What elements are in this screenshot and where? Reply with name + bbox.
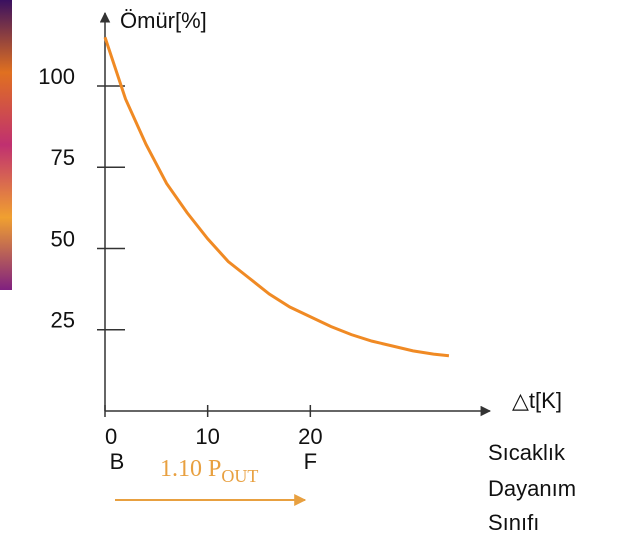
class-label: B [110, 449, 125, 474]
y-tick-label: 100 [38, 64, 75, 89]
x-tick-label: 20 [298, 424, 322, 449]
x-tick-label: 10 [195, 424, 219, 449]
class-title: Dayanım [488, 476, 576, 501]
annotation-text: 1.10 P [160, 456, 221, 482]
class-label: F [304, 449, 317, 474]
y-tick-label: 75 [51, 145, 75, 170]
x-tick-label: 0 [105, 424, 117, 449]
data-line [103, 36, 450, 358]
annotation: 1.10 POUT [160, 456, 258, 487]
annotation-subscript: OUT [221, 466, 258, 486]
x-axis-label: △t[K] [512, 388, 562, 413]
class-title: Sıcaklık [488, 440, 566, 465]
image-strip [0, 0, 12, 290]
y-tick-label: 50 [51, 226, 75, 251]
class-title: Sınıfı [488, 510, 539, 535]
y-axis-label: Ömür[%] [120, 8, 207, 33]
y-tick-label: 25 [51, 308, 75, 333]
